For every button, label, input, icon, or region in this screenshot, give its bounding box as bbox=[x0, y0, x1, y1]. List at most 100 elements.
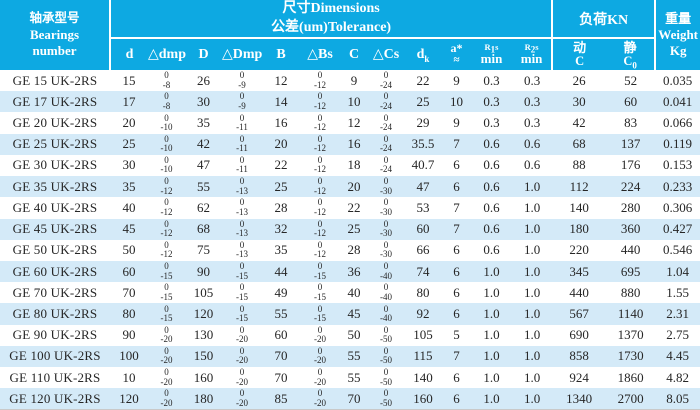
tolerance-value: 0 -12 bbox=[314, 133, 326, 154]
cell-d: 90 bbox=[122, 327, 136, 343]
tolerance-value: 0 -40 bbox=[380, 261, 392, 281]
cell-dmp: 0 -12 bbox=[148, 240, 185, 261]
cell-r1s-min: 1.0 bbox=[483, 369, 500, 385]
cell-C: 55 bbox=[347, 348, 361, 364]
cell-Bs: 0 -15 bbox=[300, 261, 340, 282]
cell-Bs: 0 -20 bbox=[300, 325, 340, 346]
weight-header-cjk: 重量 bbox=[665, 10, 692, 26]
cell-d: 30 bbox=[122, 157, 136, 173]
cell-dynamic-c: 440 bbox=[569, 284, 589, 300]
tolerance-value: 0 -50 bbox=[380, 367, 392, 387]
cell-D: 90 bbox=[197, 263, 210, 279]
cell-Dmp: 0 -20 bbox=[222, 346, 262, 367]
tolerance-value: 0 -15 bbox=[236, 303, 248, 324]
tolerance-value: 0 -30 bbox=[380, 197, 392, 217]
cell-r1s-min: 1.0 bbox=[483, 263, 500, 279]
cell-a-approx: 6 bbox=[453, 306, 460, 322]
cell-dmp: 0 -20 bbox=[148, 388, 185, 409]
cell-r2s-min: 1.0 bbox=[523, 263, 541, 279]
cell-B: 20 bbox=[274, 136, 288, 152]
cell-Dmp: 0 -20 bbox=[222, 325, 262, 346]
cell-a-approx: 6 bbox=[453, 157, 460, 173]
cell-a-approx: 7 bbox=[453, 199, 460, 215]
cell-dmp: 0 -12 bbox=[148, 176, 185, 197]
cell-weight: 2.75 bbox=[666, 327, 690, 343]
table-header: 轴承型号 Bearings number 尺寸Dimensions 公差(um)… bbox=[0, 0, 700, 70]
cell-B: 12 bbox=[274, 72, 288, 88]
cell-dynamic-c: 1340 bbox=[566, 390, 593, 406]
cell-static-c0: 176 bbox=[620, 157, 641, 173]
cell-C: 12 bbox=[347, 115, 361, 131]
col-header-a-approx: a* ≈ bbox=[442, 38, 471, 70]
cell-Cs: 0 -30 bbox=[368, 240, 404, 261]
cell-static-c0: 1140 bbox=[617, 306, 644, 322]
col-header-dk: dk bbox=[404, 38, 442, 70]
cell-model: GE 120 UK-2RS bbox=[9, 390, 101, 406]
cell-static-c0: 880 bbox=[620, 284, 641, 300]
tolerance-value: 0 -12 bbox=[160, 239, 173, 260]
cell-dk: 29 bbox=[416, 115, 430, 131]
cell-dk: 92 bbox=[416, 306, 430, 322]
cell-dmp: 0 -20 bbox=[148, 325, 185, 346]
cell-weight: 0.306 bbox=[663, 199, 693, 215]
tolerance-value: 0 -12 bbox=[160, 218, 173, 239]
cell-dynamic-c: 30 bbox=[572, 93, 586, 109]
cell-dmp: 0 -15 bbox=[148, 282, 185, 303]
tolerance-value: 0 -20 bbox=[314, 324, 326, 345]
cell-Bs: 0 -12 bbox=[300, 219, 340, 240]
cell-r1s-min: 0.3 bbox=[483, 93, 500, 109]
table-row: GE 120 UK-2RS 120 0 -20 180 0 -20 85 0 -20 70 0 -50 1… bbox=[0, 388, 700, 410]
cell-Cs: 0 -50 bbox=[368, 325, 404, 346]
cell-static-c0: 52 bbox=[624, 72, 638, 88]
cell-a-approx: 7 bbox=[453, 136, 460, 152]
cell-dmp: 0 -20 bbox=[148, 367, 185, 388]
cell-Dmp: 0 -13 bbox=[222, 240, 262, 261]
cell-dmp: 0 -8 bbox=[148, 91, 185, 112]
cell-dk: 80 bbox=[416, 284, 430, 300]
tolerance-value: 0 -20 bbox=[160, 388, 173, 408]
cell-a-approx: 6 bbox=[453, 263, 460, 279]
col-header-static-c0: 静 C0 bbox=[606, 38, 657, 70]
cell-d: 17 bbox=[122, 93, 136, 109]
cell-model: GE 100 UK-2RS bbox=[9, 348, 101, 364]
cell-B: 25 bbox=[274, 178, 288, 194]
table-row: GE 60 UK-2RS 60 0 -15 90 0 -15 44 0 -15 36 0 -40 74 6 1… bbox=[0, 260, 700, 283]
cell-weight: 0.119 bbox=[663, 136, 693, 152]
cell-Cs: 0 -24 bbox=[368, 91, 404, 112]
cell-dynamic-c: 68 bbox=[572, 136, 586, 152]
col-header-Cs: △Cs bbox=[368, 38, 404, 70]
cell-weight: 2.31 bbox=[666, 306, 690, 322]
cell-B: 16 bbox=[274, 115, 288, 131]
dimensions-header: 尺寸Dimensions 公差(um)Tolerance) bbox=[110, 0, 554, 39]
cell-C: 10 bbox=[347, 93, 361, 109]
cell-dmp: 0 -10 bbox=[148, 155, 185, 176]
tolerance-value: 0 -15 bbox=[314, 261, 326, 281]
table-row: GE 30 UK-2RS 30 0 -10 47 0 -11 22 0 -12 18 0 -24 40.7… bbox=[0, 154, 700, 177]
cell-Cs: 0 -50 bbox=[368, 388, 404, 409]
cell-B: 44 bbox=[274, 263, 288, 279]
cell-dk: 66 bbox=[416, 242, 430, 258]
cell-D: 35 bbox=[197, 115, 210, 131]
col-header-r1s-min: R1s min bbox=[471, 38, 512, 70]
cell-dynamic-c: 88 bbox=[572, 157, 586, 173]
cell-dmp: 0 -8 bbox=[148, 70, 185, 91]
col-header-D: D bbox=[185, 38, 222, 70]
tolerance-value: 0 -20 bbox=[236, 388, 248, 408]
cell-static-c0: 280 bbox=[620, 199, 641, 215]
cell-Dmp: 0 -20 bbox=[222, 388, 262, 409]
col-header-Dmp: △Dmp bbox=[222, 38, 262, 70]
tolerance-value: 0 -13 bbox=[236, 176, 248, 196]
cell-dynamic-c: 26 bbox=[572, 72, 586, 88]
tolerance-value: 0 -8 bbox=[162, 70, 171, 90]
cell-D: 120 bbox=[193, 306, 214, 322]
cell-d: 15 bbox=[122, 72, 136, 88]
cell-r1s-min: 1.0 bbox=[483, 284, 500, 300]
cell-a-approx: 6 bbox=[453, 390, 460, 406]
cell-model: GE 30 UK-2RS bbox=[12, 157, 98, 173]
cell-static-c0: 1860 bbox=[617, 369, 644, 385]
cell-a-approx: 9 bbox=[453, 72, 460, 88]
cell-B: 35 bbox=[274, 242, 288, 258]
cell-weight: 0.066 bbox=[663, 115, 693, 131]
cell-r2s-min: 0.3 bbox=[523, 93, 541, 109]
